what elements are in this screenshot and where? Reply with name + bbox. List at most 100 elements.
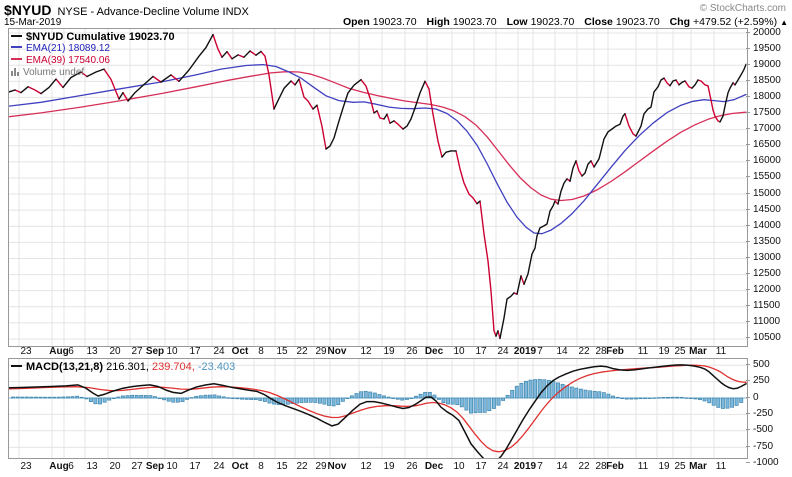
histogram-bar xyxy=(15,396,20,399)
histogram-bar xyxy=(38,396,43,399)
histogram-bar xyxy=(578,388,583,399)
x-tick-label: 26 xyxy=(406,461,418,472)
high-label: High xyxy=(426,16,450,28)
histogram-bar xyxy=(377,394,382,399)
histogram-bar xyxy=(47,396,52,399)
change-up-arrow-icon: ▲ xyxy=(780,18,788,27)
histogram-bar xyxy=(569,386,574,399)
histogram-bar xyxy=(203,394,208,399)
histogram-bar xyxy=(359,391,364,399)
chg-value: +479.52 (+2.59%) xyxy=(693,16,778,28)
histogram-bar xyxy=(482,397,487,413)
macd-legend: MACD(13,21,8) 216.301, 239.704, -23.403 xyxy=(11,361,235,373)
histogram-bar xyxy=(560,383,565,399)
histogram-bar xyxy=(336,397,341,406)
macd-y-axis: 500 250 0 -250 -500 -750 -1000 xyxy=(746,358,792,468)
histogram-bar xyxy=(665,396,670,399)
legend-ema21: EMA(21) 18089.12 xyxy=(11,43,175,55)
histogram-bar xyxy=(372,392,377,399)
x-tick-label: 22 xyxy=(296,461,308,472)
histogram-bar xyxy=(629,397,634,400)
histogram-bar xyxy=(400,397,405,401)
histogram-bar xyxy=(93,397,98,405)
histogram-bar xyxy=(134,394,139,399)
volume-bars-icon xyxy=(11,68,19,76)
histogram-bar xyxy=(175,397,180,403)
x-tick-label: 24 xyxy=(497,346,509,357)
x-tick-label: Aug xyxy=(49,346,69,357)
histogram-bar xyxy=(478,397,483,413)
macd-panel xyxy=(8,358,748,459)
histogram-bar xyxy=(139,394,144,399)
histogram-bar xyxy=(171,397,176,403)
histogram-bar xyxy=(601,392,606,399)
histogram-bar xyxy=(382,395,386,399)
histogram-bar xyxy=(473,397,478,414)
histogram-bar xyxy=(725,397,730,409)
histogram-bar xyxy=(693,397,698,400)
histogram-bar xyxy=(720,397,725,409)
histogram-bar xyxy=(221,396,226,399)
chart-header: $NYUD NYSE - Advance-Decline Volume INDX xyxy=(4,2,249,18)
histogram-bar xyxy=(61,396,66,399)
x-tick-label: Oct xyxy=(231,346,249,357)
histogram-bar xyxy=(638,397,643,400)
histogram-bar xyxy=(487,397,492,412)
high-value: 19023.70 xyxy=(452,16,497,28)
legend-cumulative: $NYUD Cumulative 19023.70 xyxy=(11,31,175,43)
chart-date: 15-Mar-2019 xyxy=(4,17,62,28)
histogram-bar xyxy=(148,395,153,399)
histogram-bar xyxy=(514,385,519,399)
histogram-bar xyxy=(501,397,506,401)
macd-line-swatch xyxy=(11,365,22,368)
legend-ema39: EMA(39) 17540.06 xyxy=(11,55,175,67)
histogram-bar xyxy=(386,396,391,399)
signal-value: 239.704, xyxy=(151,361,195,373)
histogram-bar xyxy=(226,397,231,399)
histogram-bar xyxy=(102,397,107,403)
x-tick-label: 19 xyxy=(383,461,395,472)
histogram-bar xyxy=(317,397,322,404)
histogram-bar xyxy=(469,397,473,414)
x-tick-label: Aug xyxy=(49,461,69,472)
histogram-bar xyxy=(409,397,414,399)
copyright-text: © StockCharts.com xyxy=(699,3,786,14)
histogram-bar xyxy=(262,397,267,402)
histogram-bar xyxy=(88,397,93,402)
histogram-bar xyxy=(79,396,84,399)
legend-volume-text: Volume undef xyxy=(23,67,85,78)
histogram-bar xyxy=(675,396,680,399)
histogram-bar xyxy=(290,397,295,404)
histogram-bar xyxy=(235,397,240,400)
histogram-bar xyxy=(98,397,102,405)
open-label: Open xyxy=(342,16,370,28)
histogram-bar xyxy=(189,397,194,399)
macd-value: 216.301, xyxy=(106,361,149,373)
histogram-bar xyxy=(496,397,501,406)
x-tick-label: 24 xyxy=(213,461,225,472)
histogram-bar xyxy=(624,397,629,400)
x-tick-label: 15 xyxy=(276,461,288,472)
histogram-bar xyxy=(43,396,48,399)
histogram-bar xyxy=(244,397,249,400)
x-tick-label: 22 xyxy=(296,346,308,357)
macd-chart-svg xyxy=(9,359,747,458)
histogram-bar xyxy=(643,397,647,399)
histogram-bar xyxy=(11,396,15,399)
ema39-line xyxy=(9,71,747,202)
price-legend: $NYUD Cumulative 19023.70 EMA(21) 18089.… xyxy=(11,31,175,79)
x-tick-label: 10 xyxy=(166,461,178,472)
x-tick-label: 24 xyxy=(213,346,225,357)
histogram-bar xyxy=(322,397,327,405)
histogram-bar xyxy=(656,397,661,399)
histogram-bar xyxy=(20,396,25,399)
histogram-bar xyxy=(24,396,29,399)
histogram-bar xyxy=(84,397,89,400)
histogram-bar xyxy=(652,397,657,399)
histogram-bar xyxy=(52,396,57,399)
histogram-bar xyxy=(354,393,359,399)
histogram-bar xyxy=(308,397,313,403)
histogram-bar xyxy=(556,382,560,399)
x-tick-label: Feb xyxy=(606,461,624,472)
histogram-bar xyxy=(620,397,625,399)
